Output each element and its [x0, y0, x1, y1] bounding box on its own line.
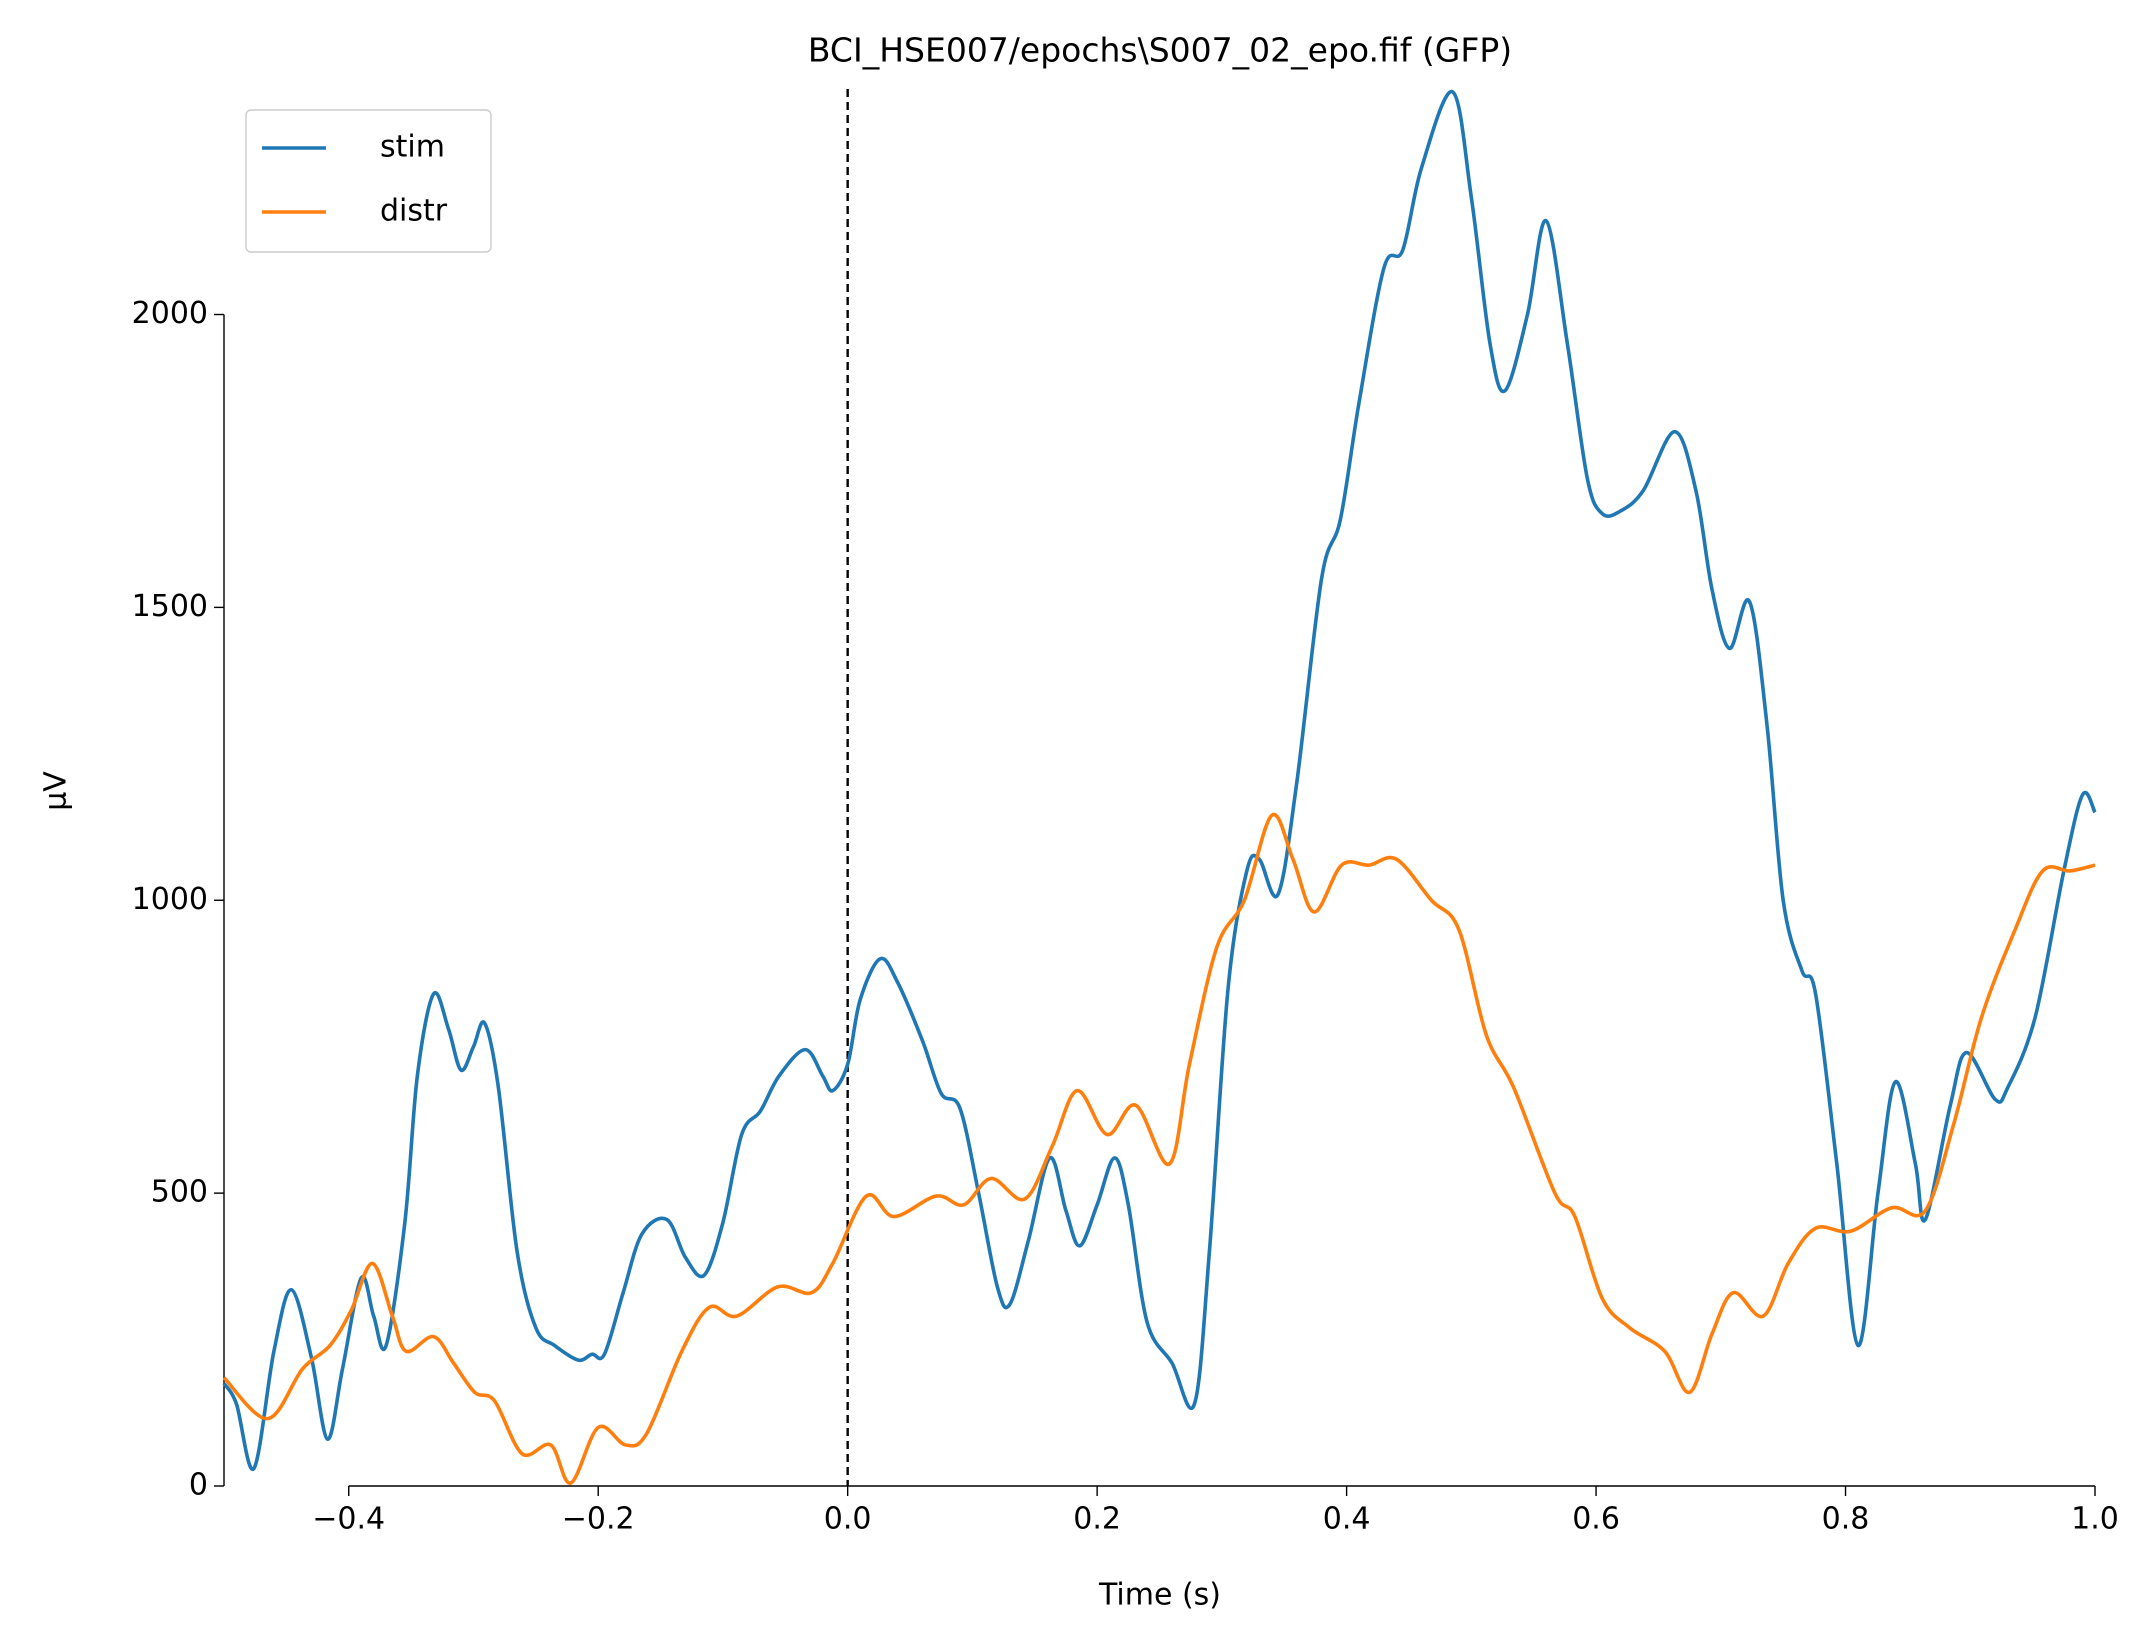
chart-title: BCI_HSE007/epochs\S007_02_epo.fif (GFP) [808, 31, 1512, 70]
line-series [222, 812, 2096, 1485]
legend-label: stim [380, 130, 445, 165]
y-tick-label: 2000 [132, 296, 208, 331]
line-series [222, 90, 2097, 1471]
x-tick-label: 0.0 [824, 1502, 872, 1537]
x-tick-label: −0.4 [312, 1502, 385, 1537]
x-tick-label: −0.2 [562, 1502, 635, 1537]
y-tick-label: 500 [151, 1175, 208, 1210]
x-tick-label: 0.6 [1572, 1502, 1620, 1537]
y-axis-label: µV [39, 771, 74, 811]
legend: stim distr [245, 109, 492, 253]
x-tick-label: 0.2 [1073, 1502, 1121, 1537]
y-tick-label: 0 [189, 1468, 208, 1503]
x-tick-label: 0.8 [1822, 1502, 1870, 1537]
legend-label: distr [380, 194, 448, 229]
legend-box [245, 109, 492, 253]
y-tick-label: 1500 [132, 589, 208, 624]
x-axis-label: Time (s) [1098, 1578, 1221, 1613]
x-tick-label: 0.4 [1323, 1502, 1371, 1537]
y-tick-label: 1000 [132, 882, 208, 917]
x-tick-label: 1.0 [2071, 1502, 2119, 1537]
